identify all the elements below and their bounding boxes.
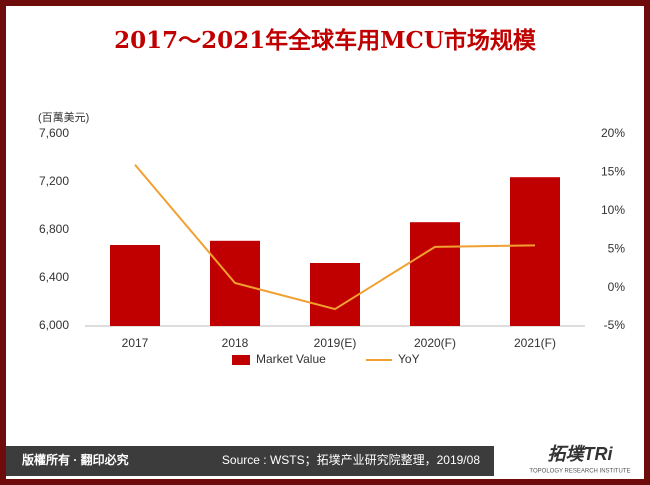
line bbox=[134, 164, 536, 311]
footer-bar bbox=[6, 446, 494, 476]
bar bbox=[110, 245, 160, 326]
y-tick-label: 6,000 bbox=[39, 318, 69, 332]
footer-rights: 版權所有 · 翻印必究 bbox=[22, 452, 129, 467]
x-tick-label: 2019(E) bbox=[314, 336, 357, 350]
y2-tick-label: 10% bbox=[601, 203, 625, 217]
legend-label: YoY bbox=[398, 352, 420, 366]
x-tick-label: 2020(F) bbox=[414, 336, 456, 350]
legend-label: Market Value bbox=[256, 352, 326, 366]
footer-source: Source : WSTS；拓墣产业研究院整理，2019/08 bbox=[222, 452, 480, 467]
chart-title: 2017～2021年全球车用MCU市场规模 bbox=[114, 27, 537, 54]
legend-swatch bbox=[232, 355, 250, 365]
bar bbox=[310, 263, 360, 326]
y2-tick-label: -5% bbox=[604, 318, 626, 332]
y-tick-label: 6,400 bbox=[39, 270, 69, 284]
y-tick-label: 7,200 bbox=[39, 174, 69, 188]
x-tick-label: 2017 bbox=[122, 336, 149, 350]
y2-tick-label: 20% bbox=[601, 126, 625, 140]
logo: 拓墣TRi bbox=[548, 444, 614, 464]
x-tick-label: 2018 bbox=[222, 336, 249, 350]
x-tick-label: 2021(F) bbox=[514, 336, 556, 350]
logo-sub: TOPOLOGY RESEARCH INSTITUTE bbox=[529, 469, 630, 475]
y-tick-label: 7,600 bbox=[39, 126, 69, 140]
y-tick-label: 6,800 bbox=[39, 222, 69, 236]
y-unit: (百萬美元) bbox=[38, 111, 89, 124]
y2-tick-label: 15% bbox=[601, 165, 625, 179]
y2-tick-label: 0% bbox=[608, 280, 626, 294]
bar bbox=[410, 222, 460, 326]
bar bbox=[510, 177, 560, 326]
y2-tick-label: 5% bbox=[608, 241, 626, 255]
